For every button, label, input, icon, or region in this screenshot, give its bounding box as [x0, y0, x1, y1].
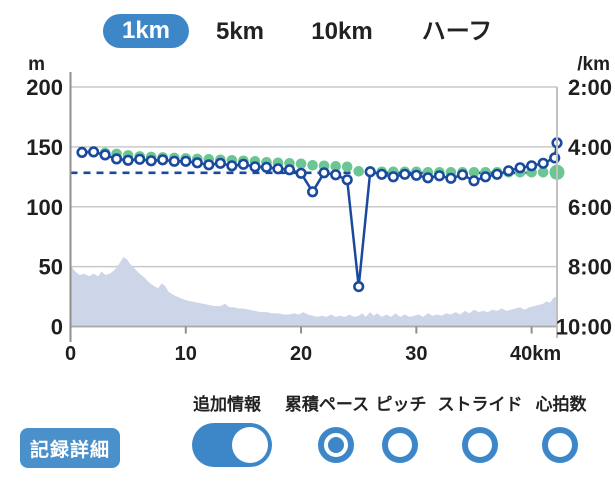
pitch-label: ピッチ — [375, 395, 427, 414]
heart-rate-radio[interactable] — [542, 427, 578, 463]
svg-text:20: 20 — [290, 343, 312, 365]
record-detail-button[interactable]: 記録詳細 — [20, 428, 120, 468]
additional-info-label: 追加情報 — [193, 395, 261, 414]
pitch-radio[interactable] — [382, 427, 418, 463]
svg-text:50: 50 — [39, 255, 63, 280]
cumulative-pace-label: 累積ペース — [284, 395, 370, 414]
svg-text:150: 150 — [26, 135, 63, 160]
svg-text:2:00: 2:00 — [568, 75, 612, 100]
svg-text:10:00: 10:00 — [556, 315, 612, 340]
tab-1km[interactable]: 1km — [102, 14, 190, 48]
svg-text:30: 30 — [405, 343, 427, 365]
svg-text:m: m — [28, 54, 45, 75]
svg-text:10: 10 — [175, 343, 197, 365]
cumulative-pace-radio[interactable] — [318, 427, 354, 463]
tab-10km[interactable]: 10km — [311, 18, 373, 45]
svg-text:6:00: 6:00 — [568, 195, 612, 220]
radio-dot — [328, 437, 344, 453]
svg-text:40km: 40km — [510, 343, 561, 365]
pace-markers — [76, 137, 563, 293]
svg-text:0: 0 — [51, 315, 63, 340]
pace-elevation-chart: m/km 200 150 100 50 0 2:00 4:00 6:00 8:00 10:00 0 10… — [26, 54, 612, 365]
stride-radio[interactable] — [462, 427, 498, 463]
toggle-knob — [232, 427, 268, 463]
elevation-area — [70, 257, 557, 327]
tab-half[interactable]: ハーフ — [421, 18, 493, 45]
svg-text:100: 100 — [26, 195, 63, 220]
additional-info-toggle[interactable] — [192, 423, 272, 467]
svg-text:8:00: 8:00 — [568, 255, 612, 280]
svg-text:4:00: 4:00 — [568, 135, 612, 160]
svg-text:0: 0 — [65, 343, 76, 365]
heart-rate-label: 心拍数 — [535, 395, 587, 414]
tab-5km[interactable]: 5km — [215, 18, 265, 45]
svg-text:200: 200 — [26, 75, 63, 100]
svg-text:/km: /km — [577, 54, 610, 75]
stride-label: ストライド — [437, 395, 523, 414]
